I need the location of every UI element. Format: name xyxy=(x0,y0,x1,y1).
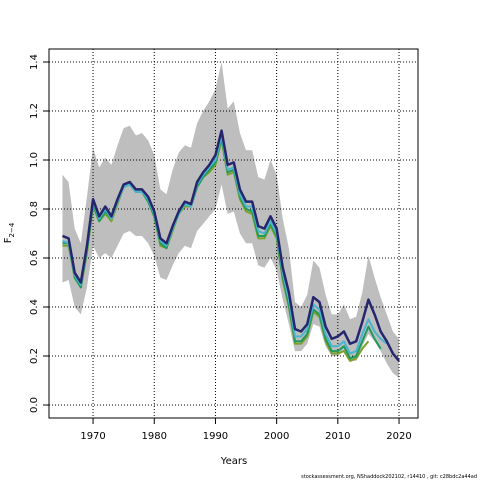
x-tick-label: 1970 xyxy=(80,431,105,442)
y-tick-label: 1.4 xyxy=(29,54,40,70)
y-axis-label-sub: 2−4 xyxy=(8,222,16,237)
y-tick-label: 1.2 xyxy=(29,103,40,119)
x-axis-label: Years xyxy=(220,456,247,467)
series-line xyxy=(61,129,400,362)
y-tick-label: 0.6 xyxy=(29,250,40,266)
x-tick-label: 2020 xyxy=(386,431,411,442)
y-axis-label-main: F xyxy=(3,237,14,243)
plot-frame xyxy=(48,48,419,419)
x-tick-label: 2010 xyxy=(325,431,350,442)
y-tick-label: 0.0 xyxy=(29,397,40,413)
y-tick-label: 0.8 xyxy=(29,201,40,217)
y-tick-label: 1.0 xyxy=(29,152,40,168)
confidence-band xyxy=(62,61,400,379)
x-tick-label: 1990 xyxy=(203,431,228,442)
x-tick-label: 2000 xyxy=(264,431,289,442)
y-tick-label: 0.2 xyxy=(29,348,40,364)
y-axis-label: F2−4 xyxy=(3,222,16,243)
y-tick-label: 0.4 xyxy=(29,299,40,315)
x-tick-label: 1980 xyxy=(142,431,167,442)
footer: stockassessment.org, NShaddock202102, r1… xyxy=(301,474,477,480)
